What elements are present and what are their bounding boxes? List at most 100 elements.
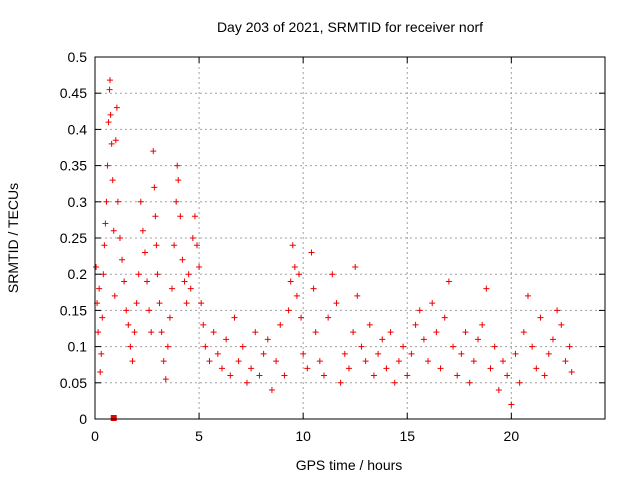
data-point	[152, 213, 159, 220]
data-point	[537, 314, 544, 321]
y-tick-label: 0.3	[68, 194, 88, 210]
data-point	[383, 365, 390, 372]
data-point	[139, 227, 146, 234]
data-point	[395, 358, 402, 365]
data-point	[131, 329, 138, 336]
data-point	[491, 343, 498, 350]
data-point	[504, 372, 511, 379]
data-point	[214, 350, 221, 357]
data-point	[107, 111, 114, 118]
data-point	[466, 379, 473, 386]
data-point	[354, 292, 361, 299]
data-point	[445, 278, 452, 285]
axes: 0 0.05 0.1 0.15 0.2 0.25 0.3 0.35 0.4 0.45 0.5 0 5 10…	[60, 49, 605, 444]
data-point	[320, 372, 327, 379]
data-point	[179, 256, 186, 263]
data-points	[93, 77, 575, 421]
data-point	[206, 358, 213, 365]
data-point	[450, 343, 457, 350]
data-point	[425, 358, 432, 365]
x-tick-label: 15	[399, 428, 415, 444]
data-point	[111, 292, 118, 299]
data-point	[227, 372, 234, 379]
data-point	[558, 321, 565, 328]
data-point	[310, 285, 317, 292]
data-point	[102, 220, 109, 227]
data-point	[408, 350, 415, 357]
data-point	[437, 365, 444, 372]
data-point	[101, 242, 108, 249]
data-point	[358, 343, 365, 350]
data-point	[316, 358, 323, 365]
data-point	[156, 300, 163, 307]
data-point	[95, 329, 102, 336]
data-point	[187, 285, 194, 292]
data-point	[235, 358, 242, 365]
data-point	[454, 372, 461, 379]
x-tick-label: 5	[195, 428, 203, 444]
data-point	[177, 213, 184, 220]
data-point	[194, 242, 200, 249]
data-point	[412, 321, 419, 328]
x-axis-label: GPS time / hours	[296, 457, 403, 473]
data-point	[243, 379, 250, 386]
data-point	[125, 321, 132, 328]
data-point	[404, 372, 411, 379]
data-point	[337, 379, 344, 386]
data-point	[433, 329, 440, 336]
data-point	[541, 372, 548, 379]
data-point	[198, 300, 205, 307]
data-point	[133, 300, 140, 307]
data-point	[352, 263, 359, 270]
data-point	[520, 329, 527, 336]
data-point	[100, 271, 107, 278]
ground-marker	[110, 415, 117, 421]
data-point	[109, 177, 116, 184]
y-tick-label: 0	[79, 411, 87, 427]
data-point	[146, 307, 153, 314]
y-tick-label: 0.05	[60, 375, 87, 391]
data-point	[370, 372, 377, 379]
data-point	[533, 365, 540, 372]
data-point	[495, 387, 502, 394]
data-point	[441, 314, 448, 321]
data-point	[162, 376, 169, 383]
data-point	[387, 329, 394, 336]
y-tick-label: 0.5	[68, 49, 88, 65]
data-point	[97, 368, 104, 375]
data-point	[103, 198, 110, 205]
data-point	[285, 307, 292, 314]
chart-title: Day 203 of 2021, SRMTID for receiver nor…	[217, 19, 483, 35]
data-point	[141, 249, 148, 256]
data-point	[416, 307, 423, 314]
data-point	[293, 292, 300, 299]
data-point	[154, 271, 161, 278]
data-point	[239, 343, 246, 350]
data-point	[200, 321, 207, 328]
data-point	[171, 242, 178, 249]
data-point	[291, 263, 298, 270]
y-axis-label: SRMTID / TECUs	[5, 183, 21, 293]
data-point	[329, 271, 336, 278]
data-point	[98, 350, 105, 357]
y-tick-label: 0.15	[60, 302, 87, 318]
data-point	[113, 104, 120, 111]
data-point	[345, 365, 352, 372]
data-point	[470, 358, 477, 365]
data-point	[127, 343, 134, 350]
data-point	[252, 329, 259, 336]
data-point	[549, 336, 556, 343]
data-point	[121, 278, 128, 285]
data-point	[500, 358, 506, 365]
data-point	[231, 314, 238, 321]
data-point	[150, 148, 157, 155]
data-point	[287, 278, 294, 285]
data-point	[296, 271, 302, 278]
data-point	[218, 365, 225, 372]
data-point	[479, 321, 486, 328]
data-point	[308, 249, 315, 256]
data-point	[562, 358, 569, 365]
data-point	[123, 307, 130, 314]
data-point	[116, 235, 123, 241]
data-point	[148, 329, 155, 336]
